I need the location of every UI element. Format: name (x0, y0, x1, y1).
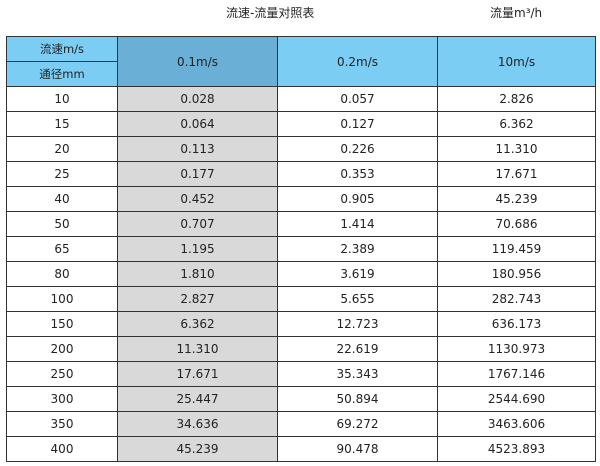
flow-cell: 45.239 (117, 436, 278, 462)
table-row: 80 1.810 3.619 180.956 (6, 261, 596, 287)
flow-cell: 3463.606 (437, 411, 596, 437)
flow-cell: 34.636 (117, 411, 278, 437)
flow-cell: 0.707 (117, 211, 278, 237)
diameter-cell: 20 (6, 136, 118, 162)
flow-cell: 0.113 (117, 136, 278, 162)
flow-cell: 0.353 (277, 161, 438, 187)
diameter-cell: 250 (6, 361, 118, 387)
table-row: 100 2.827 5.655 282.743 (6, 286, 596, 312)
diameter-cell: 150 (6, 311, 118, 337)
flow-cell: 0.057 (277, 86, 438, 112)
table-row: 65 1.195 2.389 119.459 (6, 236, 596, 262)
table-row: 40 0.452 0.905 45.239 (6, 186, 596, 212)
flow-cell: 0.452 (117, 186, 278, 212)
table-row: 200 11.310 22.619 1130.973 (6, 336, 596, 362)
flow-cell: 180.956 (437, 261, 596, 287)
flow-cell: 1.414 (277, 211, 438, 237)
flow-cell: 17.671 (117, 361, 278, 387)
table-row: 25 0.177 0.353 17.671 (6, 161, 596, 187)
column-header: 10m/s (437, 36, 596, 87)
velocity-flow-table: 流速m/s 0.1m/s 0.2m/s 10m/s 通径mm 10 0.028 0.… (6, 36, 596, 462)
flow-cell: 11.310 (117, 336, 278, 362)
diameter-label: 通径mm (6, 61, 118, 87)
flow-cell: 50.894 (277, 386, 438, 412)
flow-cell: 0.127 (277, 111, 438, 137)
diameter-cell: 350 (6, 411, 118, 437)
flow-cell: 2.826 (437, 86, 596, 112)
diameter-cell: 40 (6, 186, 118, 212)
diameter-cell: 25 (6, 161, 118, 187)
flow-cell: 0.905 (277, 186, 438, 212)
flow-cell: 2.827 (117, 286, 278, 312)
flow-cell: 1.810 (117, 261, 278, 287)
flow-cell: 70.686 (437, 211, 596, 237)
flow-cell: 0.177 (117, 161, 278, 187)
diameter-cell: 65 (6, 236, 118, 262)
table-row: 150 6.362 12.723 636.173 (6, 311, 596, 337)
table-row: 300 25.447 50.894 2544.690 (6, 386, 596, 412)
diameter-cell: 10 (6, 86, 118, 112)
flow-cell: 35.343 (277, 361, 438, 387)
diameter-cell: 80 (6, 261, 118, 287)
diameter-cell: 300 (6, 386, 118, 412)
table-row: 250 17.671 35.343 1767.146 (6, 361, 596, 387)
diameter-cell: 200 (6, 336, 118, 362)
diameter-cell: 400 (6, 436, 118, 462)
flow-cell: 6.362 (117, 311, 278, 337)
table-row: 20 0.113 0.226 11.310 (6, 136, 596, 162)
flow-cell: 1.195 (117, 236, 278, 262)
flow-cell: 2544.690 (437, 386, 596, 412)
table-row: 50 0.707 1.414 70.686 (6, 211, 596, 237)
flow-cell: 3.619 (277, 261, 438, 287)
flow-cell: 69.272 (277, 411, 438, 437)
table-row: 350 34.636 69.272 3463.606 (6, 411, 596, 437)
diameter-cell: 50 (6, 211, 118, 237)
velocity-label: 流速m/s (6, 36, 118, 62)
column-header: 0.1m/s (117, 36, 278, 87)
flow-cell: 636.173 (437, 311, 596, 337)
flow-cell: 25.447 (117, 386, 278, 412)
flow-cell: 2.389 (277, 236, 438, 262)
flow-cell: 11.310 (437, 136, 596, 162)
flow-cell: 6.362 (437, 111, 596, 137)
flow-cell: 0.064 (117, 111, 278, 137)
flow-cell: 5.655 (277, 286, 438, 312)
unit-label: 流量m³/h (490, 6, 543, 20)
column-header: 0.2m/s (277, 36, 438, 87)
flow-cell: 4523.893 (437, 436, 596, 462)
flow-cell: 1767.146 (437, 361, 596, 387)
diameter-cell: 100 (6, 286, 118, 312)
flow-cell: 22.619 (277, 336, 438, 362)
flow-cell: 1130.973 (437, 336, 596, 362)
flow-cell: 0.028 (117, 86, 278, 112)
flow-cell: 119.459 (437, 236, 596, 262)
table-row: 15 0.064 0.127 6.362 (6, 111, 596, 137)
flow-cell: 45.239 (437, 186, 596, 212)
flow-cell: 90.478 (277, 436, 438, 462)
flow-cell: 17.671 (437, 161, 596, 187)
table-title: 流速-流量对照表 (226, 6, 315, 20)
flow-cell: 282.743 (437, 286, 596, 312)
table-row: 10 0.028 0.057 2.826 (6, 86, 596, 112)
flow-cell: 0.226 (277, 136, 438, 162)
flow-cell: 12.723 (277, 311, 438, 337)
diameter-cell: 15 (6, 111, 118, 137)
table-row: 400 45.239 90.478 4523.893 (6, 436, 596, 462)
